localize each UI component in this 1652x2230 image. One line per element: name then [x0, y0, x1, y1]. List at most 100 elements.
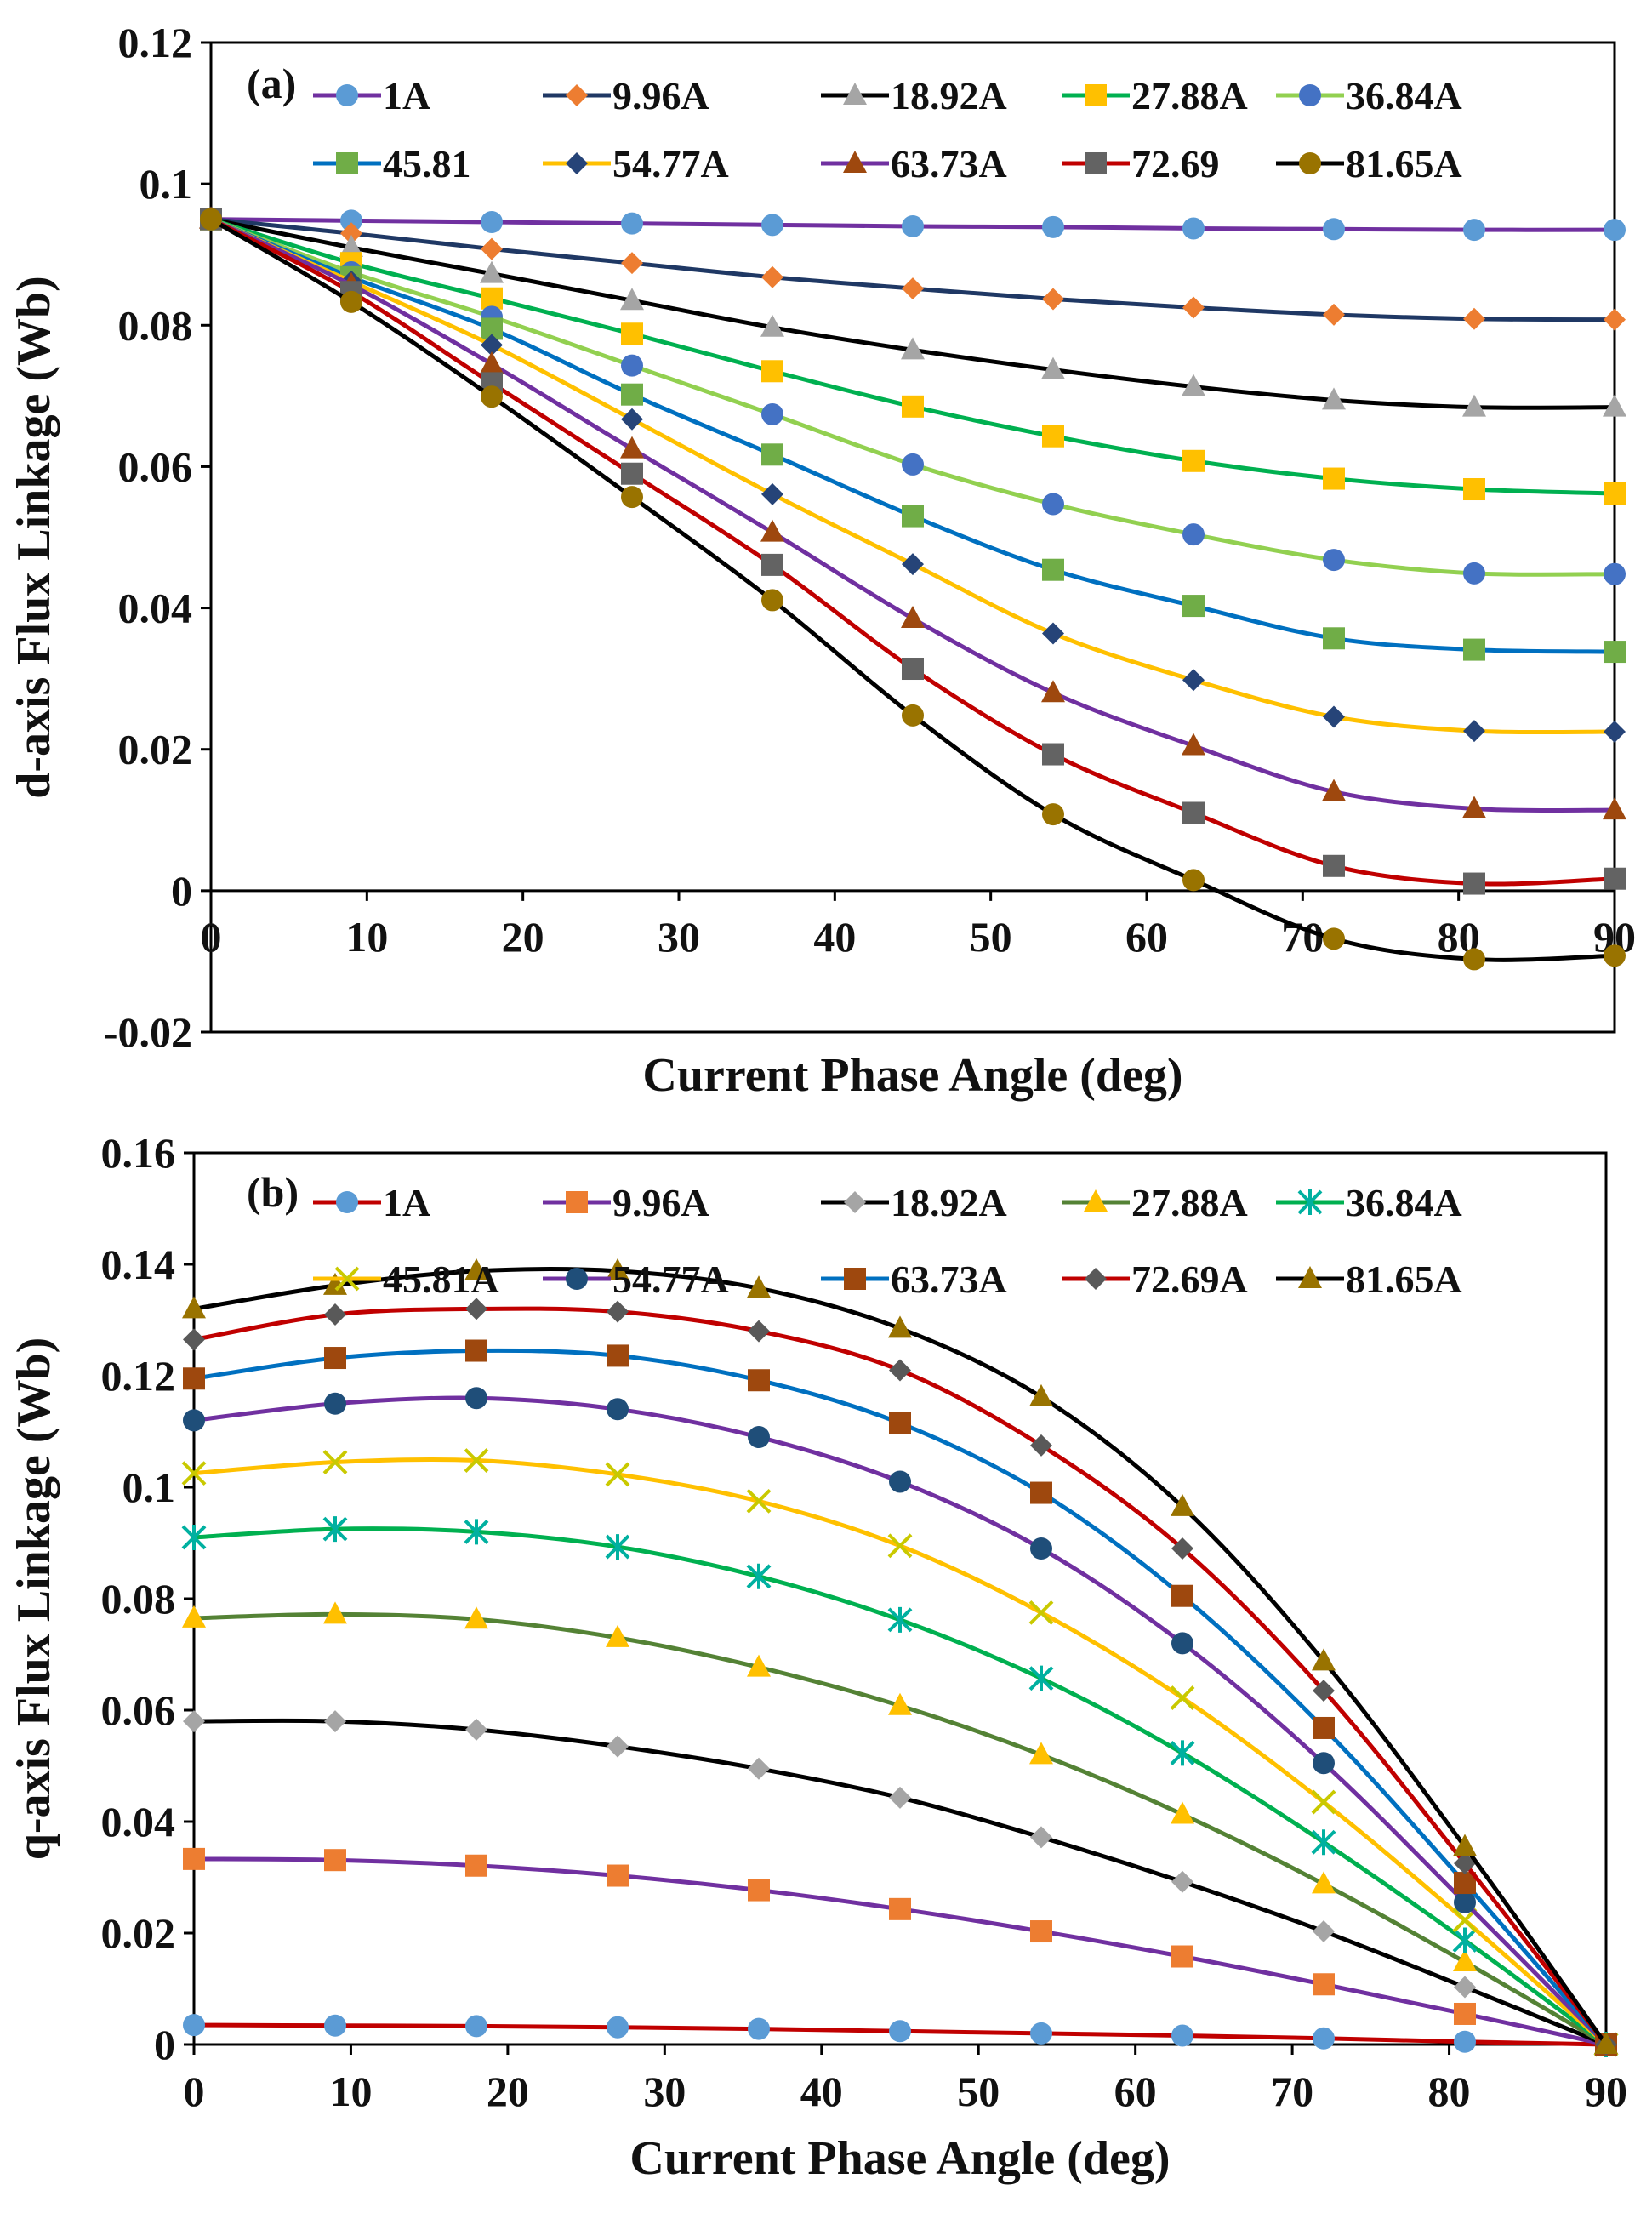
data-point-marker	[1030, 1920, 1052, 1943]
data-point-marker	[464, 1258, 488, 1280]
data-point-marker	[1171, 1493, 1194, 1516]
legend-label: 45.81	[383, 142, 471, 185]
data-point-marker	[324, 2014, 346, 2037]
data-point-marker	[761, 553, 783, 576]
data-point-marker	[183, 2014, 205, 2037]
legend-label: 63.73A	[891, 142, 1007, 185]
data-point-marker	[183, 1367, 205, 1390]
legend-marker	[1299, 84, 1321, 106]
data-point-marker	[1030, 1434, 1052, 1457]
data-point-marker	[1454, 2030, 1476, 2053]
data-point-marker	[760, 314, 784, 337]
data-point-marker	[481, 237, 503, 260]
data-point-marker	[1041, 356, 1065, 379]
legend-item: 45.81	[313, 142, 471, 185]
data-point-marker	[1312, 1871, 1336, 1894]
legend-marker	[336, 1191, 358, 1213]
data-point-marker	[1170, 1685, 1195, 1711]
series-18.92A	[199, 206, 1626, 417]
x-tick-label: 30	[643, 2067, 686, 2115]
legend-label: 63.73A	[891, 1258, 1007, 1301]
legend-item: 9.96A	[543, 1181, 709, 1224]
x-tick-label: 20	[502, 913, 544, 961]
legend-label: 1A	[383, 74, 430, 117]
legend-marker	[1085, 1268, 1107, 1290]
x-tick-label: 10	[345, 913, 388, 961]
data-point-marker	[324, 1347, 346, 1370]
data-point-marker	[902, 277, 924, 300]
data-point-marker	[1028, 1600, 1054, 1625]
x-tick-label: 40	[800, 2067, 843, 2115]
data-point-marker	[1030, 1537, 1052, 1560]
data-point-marker	[1182, 217, 1205, 240]
series-27.88A	[182, 1601, 1618, 2054]
y-tick-label: 0.02	[118, 726, 193, 773]
data-point-marker	[1452, 1927, 1478, 1953]
data-point-marker	[465, 1339, 487, 1362]
data-point-marker	[902, 395, 924, 418]
data-point-marker	[621, 383, 643, 406]
data-point-marker	[1463, 219, 1485, 242]
data-point-marker	[607, 1864, 629, 1887]
data-point-marker	[1604, 219, 1626, 242]
data-point-marker	[1312, 1648, 1336, 1671]
legend-marker	[336, 152, 358, 174]
data-point-marker	[621, 354, 643, 377]
data-point-marker	[889, 2020, 911, 2043]
series-81.65A	[182, 1258, 1618, 2054]
data-point-marker	[902, 704, 924, 727]
legend-label: 9.96A	[612, 1181, 709, 1224]
legend-item: 27.88A	[1062, 1181, 1248, 1224]
data-point-marker	[887, 1533, 913, 1559]
y-tick-label: 0	[171, 867, 192, 915]
data-point-marker	[748, 1320, 770, 1343]
data-point-marker	[465, 2015, 487, 2038]
y-tick-label: 0.12	[101, 1352, 176, 1400]
legend-label: 27.88A	[1131, 74, 1248, 117]
series-line	[193, 1718, 1607, 2047]
data-point-marker	[621, 322, 643, 345]
data-point-marker	[1323, 627, 1345, 650]
data-point-marker	[1182, 733, 1205, 756]
data-point-marker	[1313, 1973, 1335, 1996]
data-point-marker	[1182, 669, 1205, 692]
x-tick-label: 60	[1114, 2067, 1157, 2115]
data-point-marker	[1029, 1383, 1053, 1406]
series-63.73A	[183, 1339, 1617, 2056]
legend-marker	[1085, 84, 1107, 106]
data-point-marker	[888, 1692, 912, 1715]
y-axis-title: d-axis Flux Linkage (Wb)	[8, 276, 60, 799]
data-point-marker	[621, 462, 643, 485]
data-point-marker	[1463, 872, 1485, 895]
data-point-marker	[339, 234, 363, 257]
legend-item: 72.69A	[1062, 1258, 1248, 1301]
data-point-marker	[1311, 1789, 1336, 1815]
data-point-marker	[464, 1448, 489, 1473]
data-point-marker	[1182, 523, 1205, 546]
y-tick-label: 0.04	[101, 1798, 176, 1845]
data-point-marker	[481, 385, 503, 408]
data-point-marker	[620, 288, 644, 311]
x-tick-label: 0	[201, 913, 222, 961]
legend-item: 63.73A	[821, 1258, 1007, 1301]
data-point-marker	[1042, 493, 1064, 516]
legend-marker	[1085, 152, 1107, 174]
data-point-marker	[901, 337, 925, 360]
series-line	[209, 217, 1615, 887]
data-point-marker	[1323, 467, 1345, 490]
legend: 1A 9.96A 18.92A 27.88A 36.84A 45.81 54.77A 63.7…	[313, 74, 1462, 185]
data-point-marker	[761, 214, 783, 237]
x-tick-label: 20	[487, 2067, 529, 2115]
legend-item: 63.73A	[821, 142, 1007, 185]
data-point-marker	[181, 1524, 207, 1550]
legend-item: 9.96A	[543, 74, 709, 117]
data-point-marker	[1454, 1852, 1476, 1875]
data-point-marker	[1604, 720, 1626, 743]
legend-marker	[1084, 1189, 1108, 1212]
x-tick-label: 0	[184, 2067, 205, 2115]
series-1A	[183, 2014, 1617, 2056]
y-tick-label: 0.1	[140, 160, 193, 208]
legend-marker	[843, 83, 867, 105]
